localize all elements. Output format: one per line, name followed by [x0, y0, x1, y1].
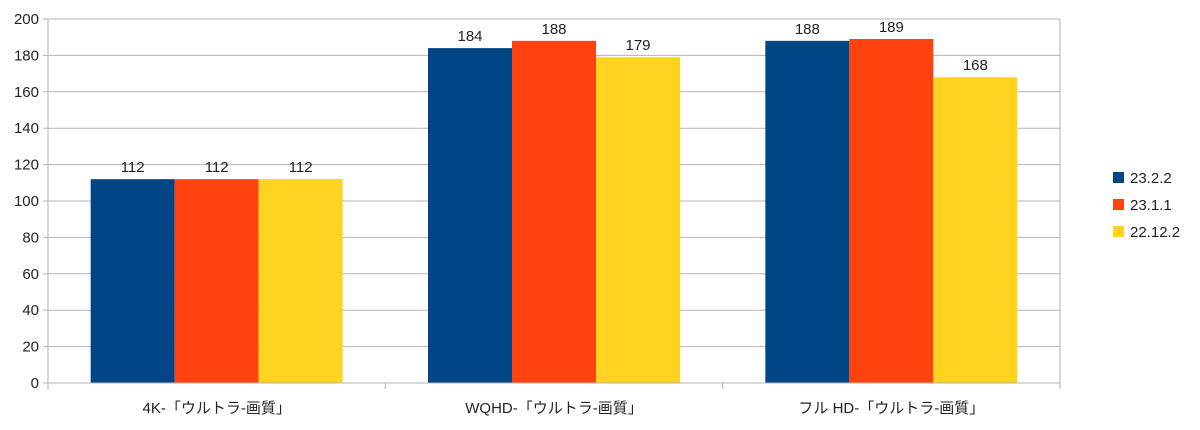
bar-23-1-1 [512, 40, 596, 384]
data-label: 188 [795, 21, 820, 38]
y-tick-label: 100 [14, 193, 39, 210]
bar-23-1-1 [174, 179, 259, 383]
bar-23-2-2 [90, 179, 175, 383]
legend: 23.2.2 23.1.1 22.12.2 [1113, 170, 1180, 241]
x-category-label: WQHD-「ウルトラ-画質」 [465, 399, 642, 417]
legend-swatch-23-1-1 [1113, 199, 1124, 210]
x-category-label: 4K-「ウルトラ-画質」 [142, 399, 290, 417]
bar-23-2-2 [765, 40, 850, 384]
y-tick-label: 20 [22, 339, 39, 356]
legend-label: 22.12.2 [1130, 224, 1180, 241]
y-tick-label: 120 [14, 157, 39, 174]
legend-label: 23.1.1 [1130, 197, 1172, 214]
data-label: 112 [205, 159, 229, 176]
legend-swatch-22-12-2 [1113, 226, 1124, 237]
legend-swatch-23-2-2 [1113, 172, 1124, 183]
data-label: 112 [121, 159, 145, 176]
bar-22-12-2 [933, 77, 1018, 384]
bar-23-1-1 [849, 39, 934, 384]
bar-23-2-2 [428, 48, 512, 384]
labels: 0 20 40 60 80 100 120 140 160 180 200 112 112 112 4K-「… [14, 11, 988, 417]
x-category-label: フル HD-「ウルトラ-画質」 [798, 399, 984, 417]
y-tick-label: 60 [22, 266, 39, 283]
data-label: 112 [289, 159, 313, 176]
y-tick-label: 160 [14, 84, 39, 101]
y-tick-label: 0 [31, 375, 39, 392]
legend-label: 23.2.2 [1130, 170, 1172, 187]
y-tick-label: 140 [14, 120, 39, 137]
data-label: 184 [457, 28, 482, 45]
bar-22-12-2 [596, 57, 680, 383]
y-tick-label: 180 [14, 47, 39, 64]
y-tick-label: 80 [22, 229, 39, 246]
y-tick-label: 40 [22, 302, 39, 319]
data-label: 168 [963, 57, 988, 74]
bar-22-12-2 [258, 179, 343, 383]
data-label: 189 [879, 19, 904, 36]
data-label: 179 [625, 37, 650, 54]
data-label: 188 [541, 21, 566, 38]
axes [43, 18, 1061, 389]
y-tick-label: 200 [14, 11, 39, 28]
bars [90, 39, 1018, 384]
